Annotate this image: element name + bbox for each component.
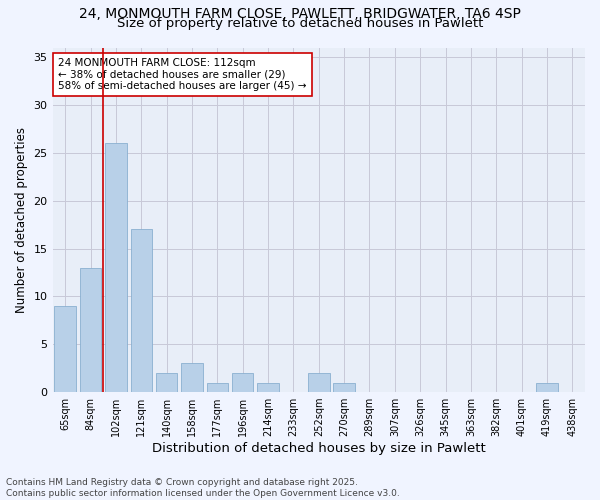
Bar (232, 373, 253, 392)
Bar (131, 230, 152, 392)
Text: Size of property relative to detached houses in Pawlett: Size of property relative to detached ho… (117, 18, 483, 30)
Bar (308, 373, 329, 392)
Bar (181, 364, 203, 392)
Text: 24 MONMOUTH FARM CLOSE: 112sqm
← 38% of detached houses are smaller (29)
58% of : 24 MONMOUTH FARM CLOSE: 112sqm ← 38% of … (58, 58, 307, 91)
Bar (257, 382, 279, 392)
X-axis label: Distribution of detached houses by size in Pawlett: Distribution of detached houses by size … (152, 442, 485, 455)
Bar (80, 268, 101, 392)
Bar (105, 143, 127, 392)
Bar (156, 373, 178, 392)
Text: 24, MONMOUTH FARM CLOSE, PAWLETT, BRIDGWATER, TA6 4SP: 24, MONMOUTH FARM CLOSE, PAWLETT, BRIDGW… (79, 8, 521, 22)
Y-axis label: Number of detached properties: Number of detached properties (15, 127, 28, 313)
Bar (334, 382, 355, 392)
Bar (55, 306, 76, 392)
Text: Contains HM Land Registry data © Crown copyright and database right 2025.
Contai: Contains HM Land Registry data © Crown c… (6, 478, 400, 498)
Bar (536, 382, 558, 392)
Bar (206, 382, 228, 392)
